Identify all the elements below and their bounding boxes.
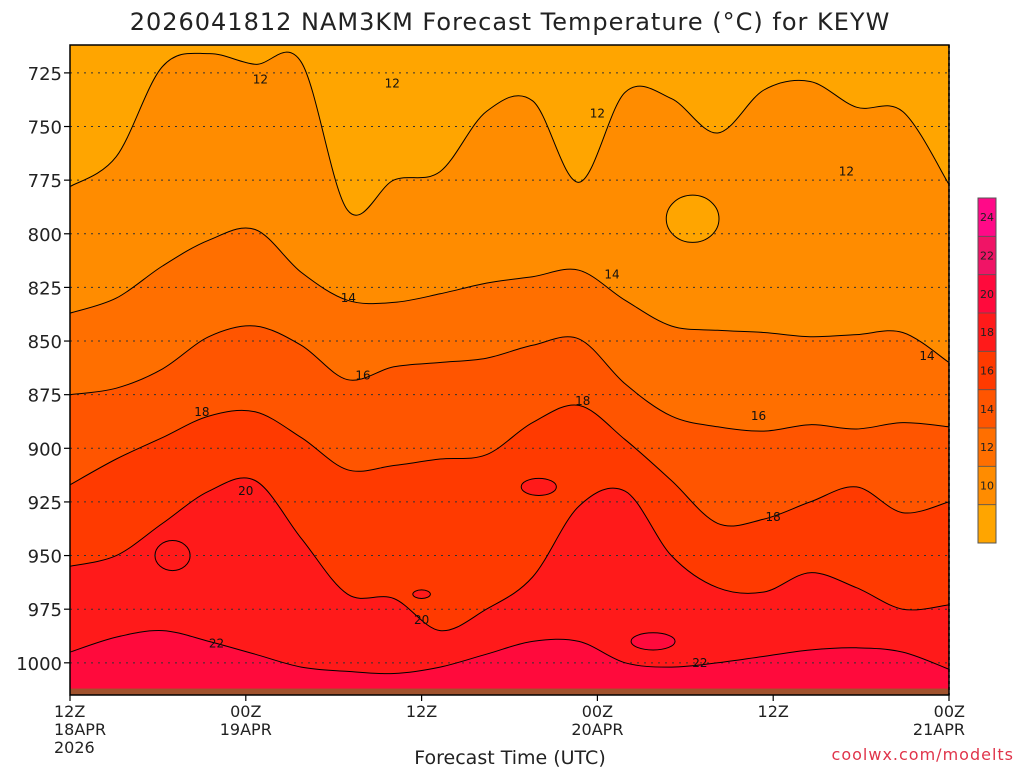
x-tick-label-48-0: 12Z [758, 702, 789, 721]
colorbar-swatch-14 [978, 389, 996, 428]
y-tick-label-825: 825 [28, 278, 62, 299]
colorbar-swatch-16 [978, 351, 996, 390]
contour-label-14-2: 14 [919, 349, 934, 363]
colorbar-swatch-12 [978, 428, 996, 467]
contour-label-12-2: 12 [590, 107, 605, 121]
colorbar-label-12: 12 [980, 441, 994, 454]
colorbar: 10 12 14 16 18 20 22 24 [977, 197, 997, 544]
y-tick-label-775: 775 [28, 171, 62, 192]
x-tick-label-0-1: 18APR [54, 720, 106, 739]
credit-text: coolwx.com/modelts [832, 745, 1014, 764]
colorbar-swatch-10 [978, 466, 996, 505]
y-tick-label-950: 950 [28, 547, 62, 568]
colorbar-label-20: 20 [980, 288, 994, 301]
colorbar-swatch-22 [978, 236, 996, 275]
x-tick-label-36-0: 00Z [582, 702, 613, 721]
band-above-20 [70, 477, 949, 695]
contour-line-18 [70, 404, 949, 527]
contour-label-18-1: 18 [575, 394, 590, 408]
contour-label-22-1: 22 [692, 656, 707, 670]
contour-label-14-0: 14 [341, 291, 356, 305]
colorbar-label-10: 10 [980, 480, 994, 493]
y-tick-label-900: 900 [28, 439, 62, 460]
axes: 725 750 775 800 825 850 875 900 925 950 975 1000 12Z… [16, 44, 965, 757]
y-tick-label-800: 800 [28, 225, 62, 246]
y-tick-label-925: 925 [28, 493, 62, 514]
contour-line-12 [70, 51, 949, 216]
contour-label-22-0: 22 [209, 637, 224, 651]
colorbar-label-18: 18 [980, 326, 994, 339]
x-tick-label-60-0: 00Z [934, 702, 965, 721]
colorbar-label-24: 24 [980, 211, 994, 224]
contour-line-22 [70, 630, 949, 675]
y-tick-label-875: 875 [28, 386, 62, 407]
colorbar-swatch-24 [978, 198, 996, 237]
x-tick-label-36-1: 20APR [571, 720, 623, 739]
contour-line-20 [70, 477, 949, 632]
x-tick-label-12-1: 19APR [220, 720, 272, 739]
contour-label-16-1: 16 [751, 409, 766, 423]
contour-label-12-0: 12 [253, 72, 268, 86]
chart-title: 2026041812 NAM3KM Forecast Temperature (… [130, 8, 891, 36]
ground-band [70, 688, 949, 695]
closed-contour-22-4 [630, 632, 676, 651]
closed-contour-20-1 [154, 540, 191, 572]
closed-contour-20-2 [520, 477, 557, 496]
colorbar-swatch-18 [978, 313, 996, 352]
contour-label-20-0: 20 [238, 484, 253, 498]
contours: 12 12 12 12 14 14 14 16 16 18 18 18 20 20 22 22 [70, 51, 949, 675]
closed-contour-12-0 [665, 194, 720, 243]
colorbar-label-22: 22 [980, 250, 994, 263]
y-tick-label-1000: 1000 [16, 654, 62, 675]
contour-label-14-1: 14 [604, 268, 619, 282]
contour-label-18-2: 18 [766, 510, 781, 524]
closed-contour-20-3 [412, 589, 431, 599]
colorbar-swatch-8 [978, 504, 996, 543]
colorbar-frame [977, 197, 997, 544]
contour-label-18-0: 18 [194, 405, 209, 419]
band-above-22 [70, 630, 949, 695]
colorbar-label-16: 16 [980, 365, 994, 378]
y-tick-label-725: 725 [28, 64, 62, 85]
contour-line-16 [70, 325, 949, 432]
contour-line-14 [70, 227, 949, 363]
contour-label-16-0: 16 [355, 368, 370, 382]
x-tick-label-12-0: 00Z [230, 702, 261, 721]
colorbar-label-14: 14 [980, 403, 994, 416]
plot-area [70, 45, 949, 695]
contour-label-20-1: 20 [414, 613, 429, 627]
x-tick-label-0-0: 12Z [54, 702, 85, 721]
y-tick-label-850: 850 [28, 332, 62, 353]
y-tick-label-750: 750 [28, 118, 62, 139]
x-tick-label-0-2: 2026 [54, 738, 95, 757]
x-axis-title: Forecast Time (UTC) [414, 747, 605, 768]
x-tick-label-24-0: 12Z [406, 702, 437, 721]
contour-label-12-3: 12 [839, 165, 854, 179]
contour-label-12-1: 12 [385, 77, 400, 91]
x-tick-label-60-1: 21APR [913, 720, 965, 739]
y-tick-label-975: 975 [28, 600, 62, 621]
colorbar-swatch-20 [978, 274, 996, 313]
